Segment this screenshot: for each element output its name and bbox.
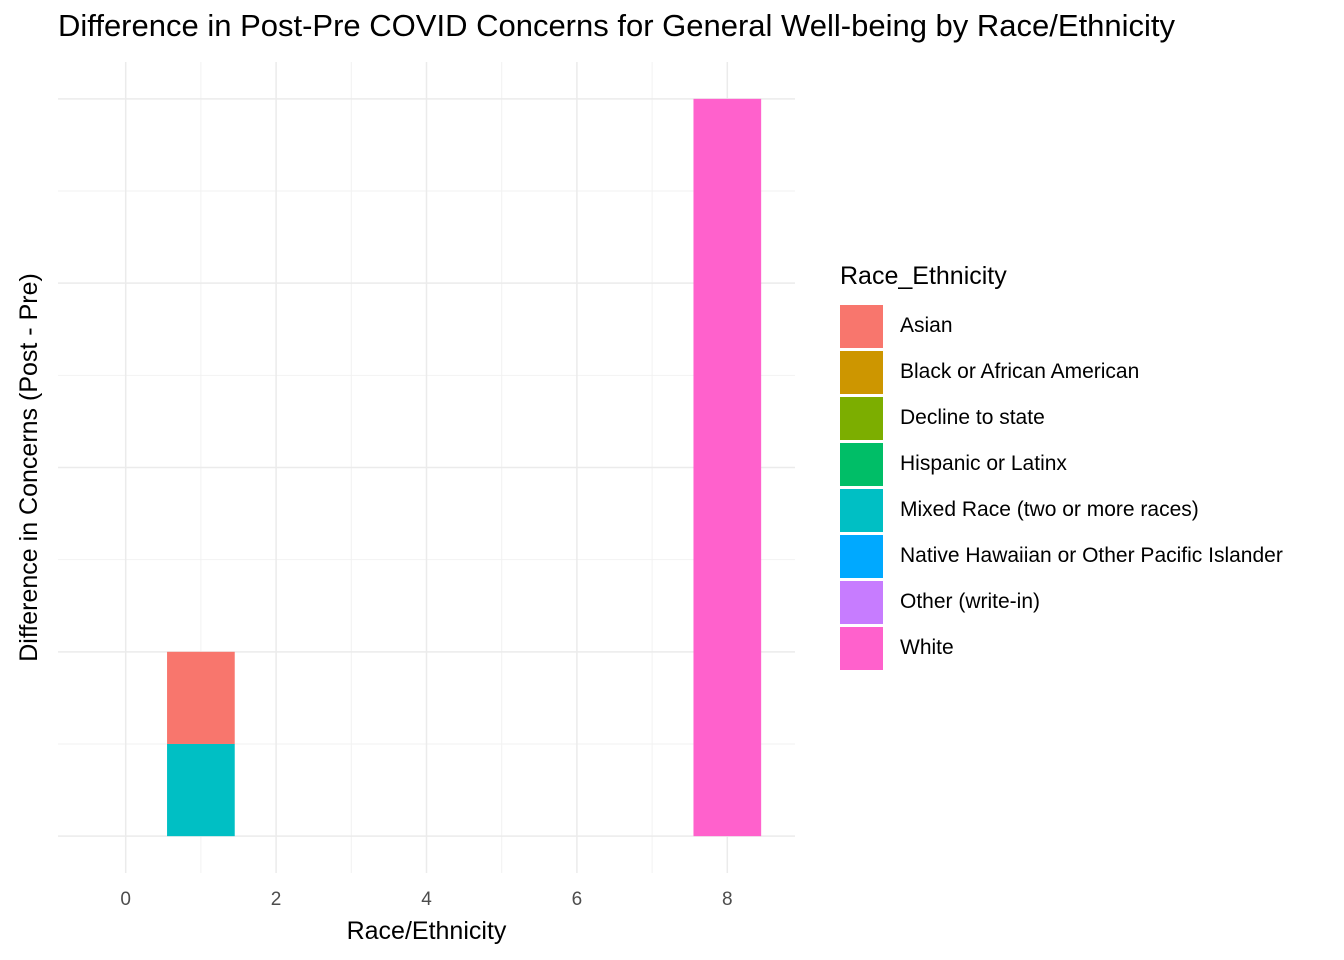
legend-label: Native Hawaiian or Other Pacific Islande… [900,544,1283,567]
legend-label: Asian [900,314,953,337]
legend-label: Decline to state [900,406,1045,429]
x-tick-labels: 0 2 4 6 8 [120,889,732,910]
x-tick-label: 8 [722,889,733,910]
legend: Race_Ethnicity Asian Black or African Ame… [840,262,1283,671]
x-tick-label: 4 [421,889,432,910]
bar-asian [167,651,235,744]
legend-item-mixed-race-two-or-more-races: Mixed Race (two or more races) [840,487,1283,533]
legend-item-other-write-in: Other (write-in) [840,579,1283,625]
chart-title: Difference in Post-Pre COVID Concerns fo… [58,8,1176,43]
x-tick-label: 2 [271,889,282,910]
legend-label: Mixed Race (two or more races) [900,498,1199,521]
legend-title: Race_Ethnicity [840,262,1007,290]
legend-item-decline-to-state: Decline to state [840,395,1283,441]
legend-label: Other (write-in) [900,590,1041,613]
x-tick-label: 0 [120,889,131,910]
legend-item-white: White [840,625,1283,671]
legend-label: White [900,636,954,659]
legend-label: Hispanic or Latinx [900,452,1067,475]
legend-item-asian: Asian [840,303,1283,349]
legend-swatch [840,442,883,486]
legend-swatch [840,488,883,532]
bar-mixed-race-two-or-more-races [167,743,235,837]
legend-swatch [840,304,883,348]
y-axis-label: Difference in Concerns (Post - Pre) [15,273,43,662]
legend-item-hispanic-or-latinx: Hispanic or Latinx [840,441,1283,487]
x-axis-label: Race/Ethnicity [347,917,507,945]
legend-swatch [840,534,883,578]
major-gridlines [58,62,795,873]
legend-swatch [840,350,883,394]
legend-items: Asian Black or African American Decline to… [840,303,1283,671]
bar-layer [167,98,762,837]
legend-item-black-or-african-american: Black or African American [840,349,1283,395]
legend-swatch [840,396,883,440]
legend-item-native-hawaiian-or-other-pacific-islander: Native Hawaiian or Other Pacific Islande… [840,533,1283,579]
bar-white [693,98,762,837]
x-tick-label: 6 [572,889,583,910]
legend-swatch [840,626,883,670]
legend-swatch [840,580,883,624]
legend-label: Black or African American [900,360,1140,383]
